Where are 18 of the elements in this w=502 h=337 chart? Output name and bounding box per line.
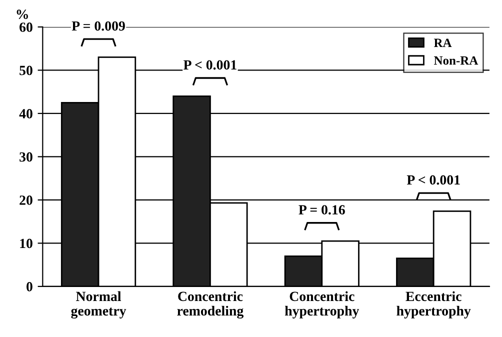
y-tick-label: 30 [20,152,32,162]
annotation: P < 0.001 [406,175,460,185]
y-tick-label: 60 [20,22,32,32]
x-tick-label: Eccentric hypertrophy [396,291,471,318]
legend-label: Non-RA [434,56,478,65]
x-tick-label: Concentric hypertrophy [284,291,360,318]
y-tick-label: 50 [20,66,32,76]
x-tick-label: Concentric remodeling [177,291,244,319]
y-tick-label: 40 [19,109,32,118]
x-tick-label: Normal geometry [71,291,126,319]
y-tick-label: 10 [20,238,32,248]
annotation: P = 0.009 [72,21,125,31]
legend-label: RA [434,38,452,47]
y-tick-label: 20 [20,196,32,205]
annotation: P = 0.16 [298,205,345,215]
annotation: P < 0.001 [184,60,236,70]
y-tick-label: 0 [26,282,32,292]
y-axis-title: % [16,10,28,19]
